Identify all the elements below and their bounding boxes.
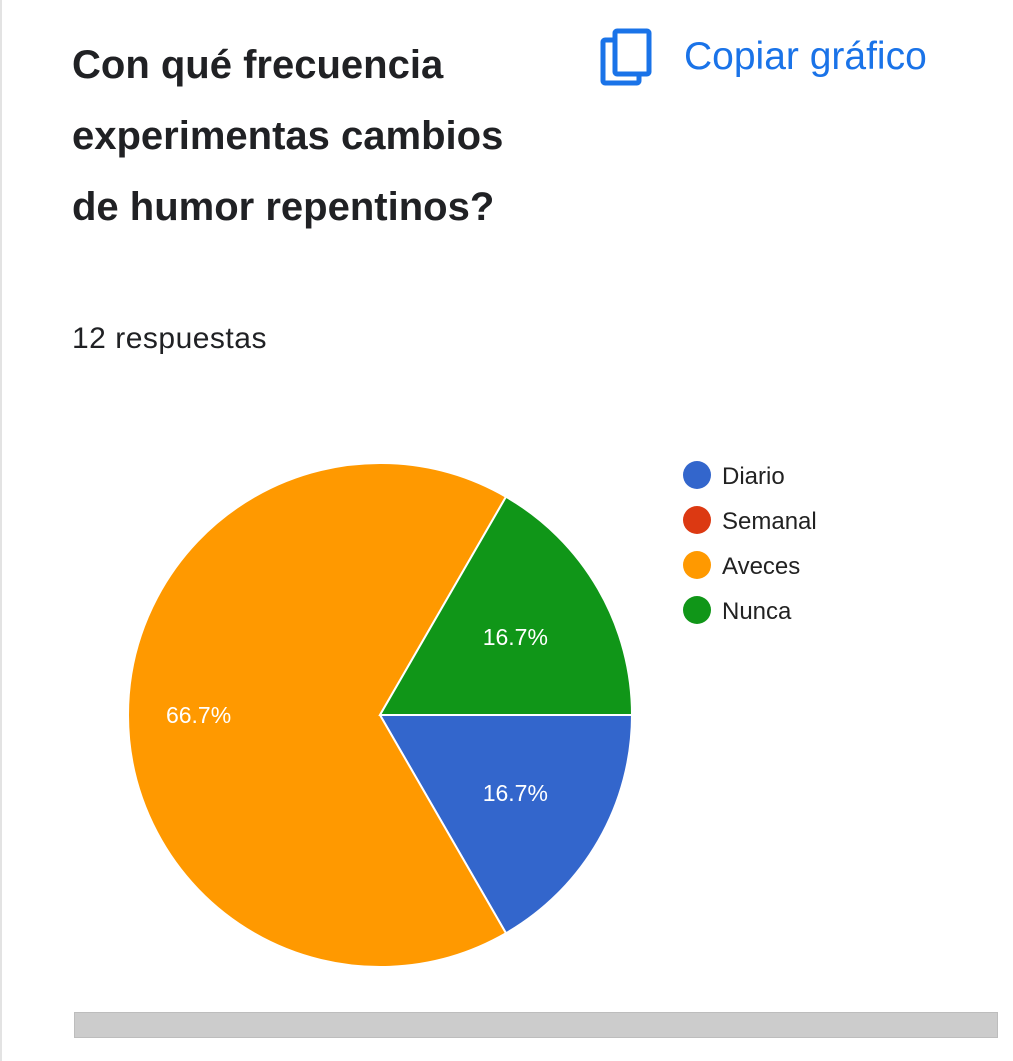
legend-label-nunca: Nunca (722, 598, 792, 625)
copy-chart-button[interactable]: Copiar gráfico (600, 28, 927, 86)
pie-slice-nunca (378, 495, 634, 716)
legend-marker-semanal (683, 506, 711, 534)
question-title: Con qué frecuencia experimentas cambios … (72, 43, 504, 229)
legend-marker-diario (683, 461, 711, 489)
slice-label-diario: 16.7% (483, 780, 548, 806)
slice-label-nunca: 16.7% (483, 624, 548, 650)
pie-slices (126, 462, 634, 968)
pie-slice-diario (378, 714, 634, 935)
legend-marker-nunca (683, 596, 711, 624)
pie-legend: Diario Semanal Aveces Nunca (683, 461, 817, 625)
copy-icon (600, 28, 652, 86)
pie-labels: 16.7% 66.7% 16.7% (166, 624, 548, 806)
copy-chart-label: Copiar gráfico (684, 35, 927, 78)
legend-marker-aveces (683, 551, 711, 579)
legend-label-diario: Diario (722, 463, 785, 490)
pie-chart: 16.7% 66.7% 16.7% Diario Semanal Aveces Nunca (126, 461, 817, 968)
legend-label-semanal: Semanal (722, 508, 817, 535)
legend-label-aveces: Aveces (722, 553, 800, 580)
horizontal-scrollbar[interactable] (74, 1012, 998, 1038)
slice-label-aveces: 66.7% (166, 702, 231, 728)
response-count: 12 respuestas (72, 322, 267, 355)
pie-slice-aveces (126, 462, 508, 968)
